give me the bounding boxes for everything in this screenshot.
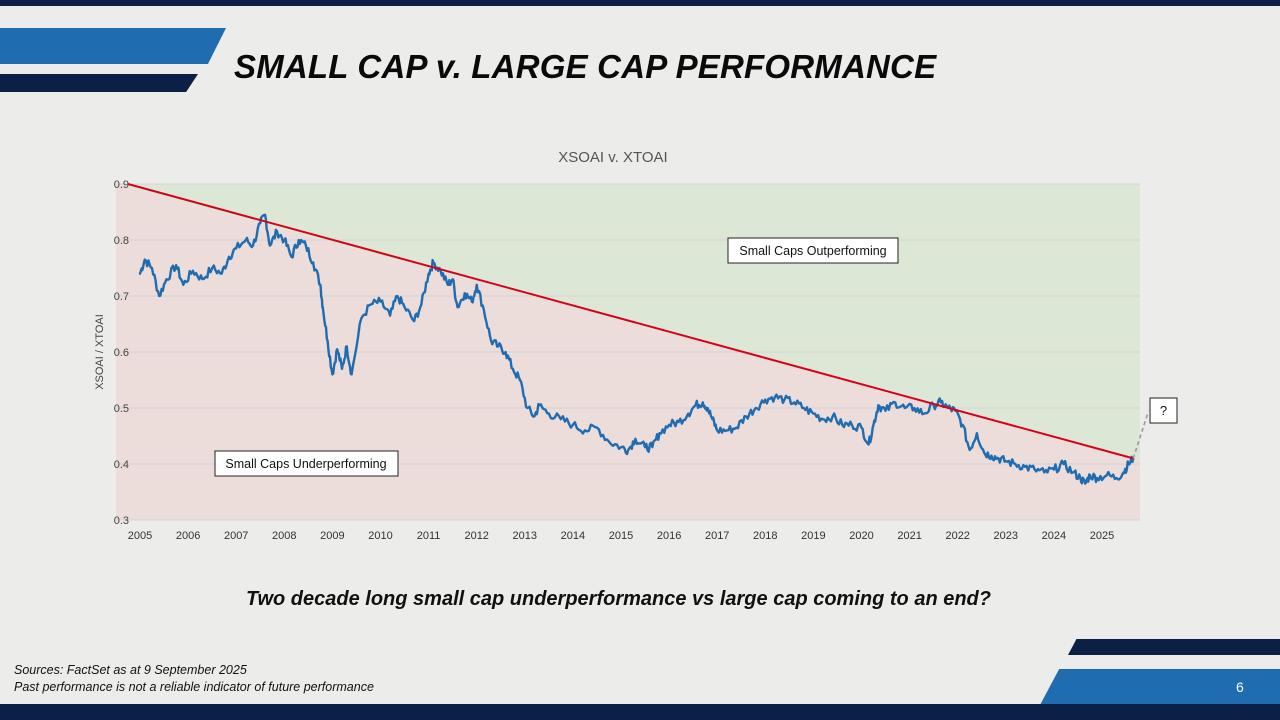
top-border-bar: [0, 0, 1280, 6]
annotation-outperforming: Small Caps Outperforming: [727, 237, 899, 264]
y-tick-label: 0.5: [114, 403, 129, 415]
projection-dashed-line: [1132, 413, 1149, 459]
annotation-underperforming-text: Small Caps Underperforming: [225, 457, 386, 471]
y-tick-label: 0.4: [114, 459, 129, 471]
x-tick-label: 2013: [513, 530, 537, 542]
x-tick-label: 2022: [945, 530, 969, 542]
x-tick-label: 2019: [801, 530, 825, 542]
page-number: 6: [1236, 679, 1244, 695]
x-axis-tick-labels: 2005 2006 2007 2008 2009 2010 2011 2012 2013 2014…: [128, 530, 1114, 542]
line-chart: XSOAI v. XTOAI 0.3 0.4 0.5 0.6 0.7 0.8 0.9 200…: [94, 149, 1178, 542]
x-tick-label: 2017: [705, 530, 729, 542]
header-accent-stripe-blue: [0, 28, 226, 64]
x-tick-label: 2009: [320, 530, 344, 542]
y-axis-tick-labels: 0.3 0.4 0.5 0.6 0.7 0.8 0.9: [114, 179, 129, 527]
disclaimer-note: Past performance is not a reliable indic…: [14, 680, 374, 694]
annotation-question: ?: [1149, 397, 1178, 424]
sources-note: Sources: FactSet as at 9 September 2025: [14, 663, 247, 677]
x-tick-label: 2006: [176, 530, 200, 542]
x-tick-label: 2012: [464, 530, 488, 542]
y-tick-label: 0.9: [114, 179, 129, 191]
x-tick-label: 2008: [272, 530, 296, 542]
x-tick-label: 2005: [128, 530, 152, 542]
x-tick-label: 2024: [1042, 530, 1066, 542]
x-tick-label: 2021: [897, 530, 921, 542]
x-tick-label: 2020: [849, 530, 873, 542]
x-tick-label: 2010: [368, 530, 392, 542]
x-tick-label: 2011: [417, 530, 441, 542]
x-tick-label: 2016: [657, 530, 681, 542]
y-axis-label: XSOAI / XTOAI: [94, 314, 106, 390]
annotation-underperforming: Small Caps Underperforming: [214, 450, 399, 477]
x-tick-label: 2014: [561, 530, 585, 542]
x-tick-label: 2025: [1090, 530, 1114, 542]
y-tick-label: 0.6: [114, 347, 129, 359]
x-tick-label: 2023: [994, 530, 1018, 542]
slide-title: SMALL CAP v. LARGE CAP PERFORMANCE: [234, 48, 937, 85]
y-tick-label: 0.8: [114, 235, 129, 247]
x-tick-label: 2015: [609, 530, 633, 542]
header-accent-stripe-navy: [0, 74, 198, 92]
trendline: [127, 183, 1134, 460]
y-tick-label: 0.3: [114, 515, 129, 527]
annotation-outperforming-text: Small Caps Outperforming: [739, 244, 886, 258]
bottom-border-bar: [0, 704, 1280, 720]
footnote: Sources: FactSet as at 9 September 2025 …: [14, 662, 374, 696]
gridlines: [116, 183, 1140, 521]
footer-accent-stripe-blue: [1040, 669, 1280, 705]
annotation-question-text: ?: [1160, 403, 1167, 418]
x-tick-label: 2018: [753, 530, 777, 542]
y-tick-label: 0.7: [114, 291, 129, 303]
series-line: [138, 213, 1135, 485]
x-tick-label: 2007: [224, 530, 248, 542]
slide-subtitle: Two decade long small cap underperforman…: [246, 588, 991, 610]
footer-accent-stripe-navy: [1068, 639, 1280, 655]
chart-title: XSOAI v. XTOAI: [558, 149, 667, 166]
